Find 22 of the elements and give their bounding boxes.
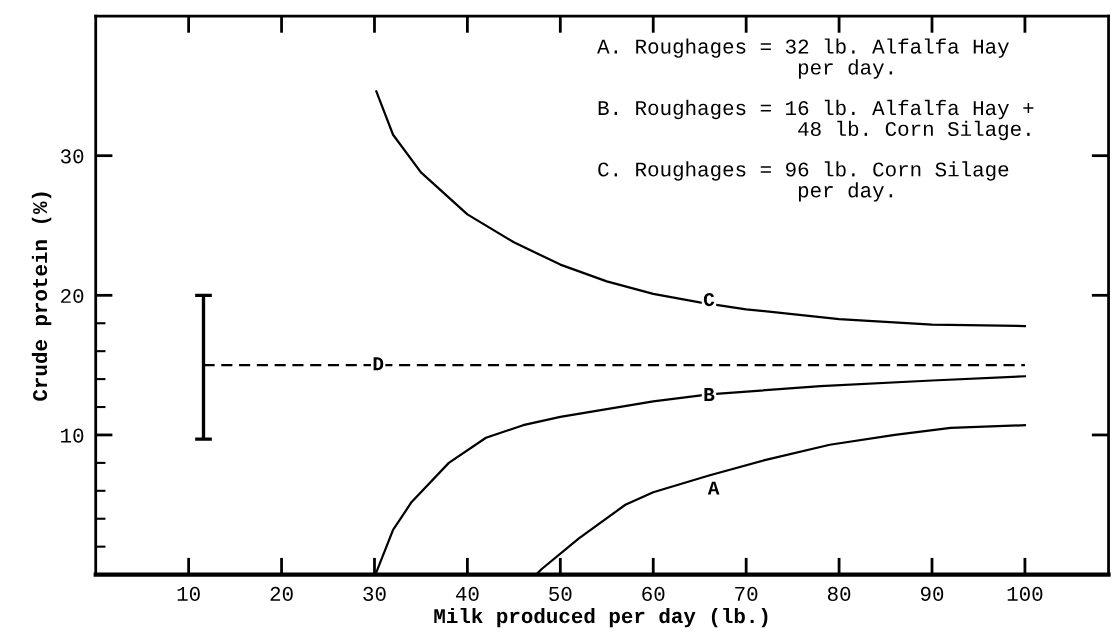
x-tick-label: 50 (549, 586, 572, 601)
annotation: B (704, 388, 715, 401)
y-tick-label: 30 (60, 149, 84, 164)
y-axis-title: Crude protein (%) (31, 192, 52, 401)
annotation: A. Roughages = 32 lb. Alfalfa Hay per day. (597, 38, 1009, 79)
x-tick-label: 80 (827, 586, 851, 601)
annotation: A (707, 481, 720, 495)
annotation: D (373, 357, 384, 371)
y-tick-label: 10 (61, 428, 84, 443)
x-tick-label: 70 (735, 586, 758, 601)
x-tick-label: 40 (455, 586, 479, 601)
x-tick-label: 10 (177, 586, 200, 601)
annotation: C. Roughages = 96 lb. Corn Silage per day. (598, 161, 1009, 202)
y-tick-label: 20 (61, 288, 84, 304)
x-tick-label: 100 (1007, 586, 1043, 601)
x-tick-label: 90 (920, 586, 944, 601)
annotation: B. Roughages = 16 lb. Alfalfa Hay + 48 lb. Corn Silage. (598, 99, 1034, 141)
x-tick-label: 60 (642, 586, 665, 601)
x-tick-label: 30 (363, 586, 386, 601)
annotation: C (703, 292, 715, 307)
x-tick-label: 20 (270, 586, 293, 601)
x-axis-title: Milk produced per day (lb.) (434, 607, 768, 628)
